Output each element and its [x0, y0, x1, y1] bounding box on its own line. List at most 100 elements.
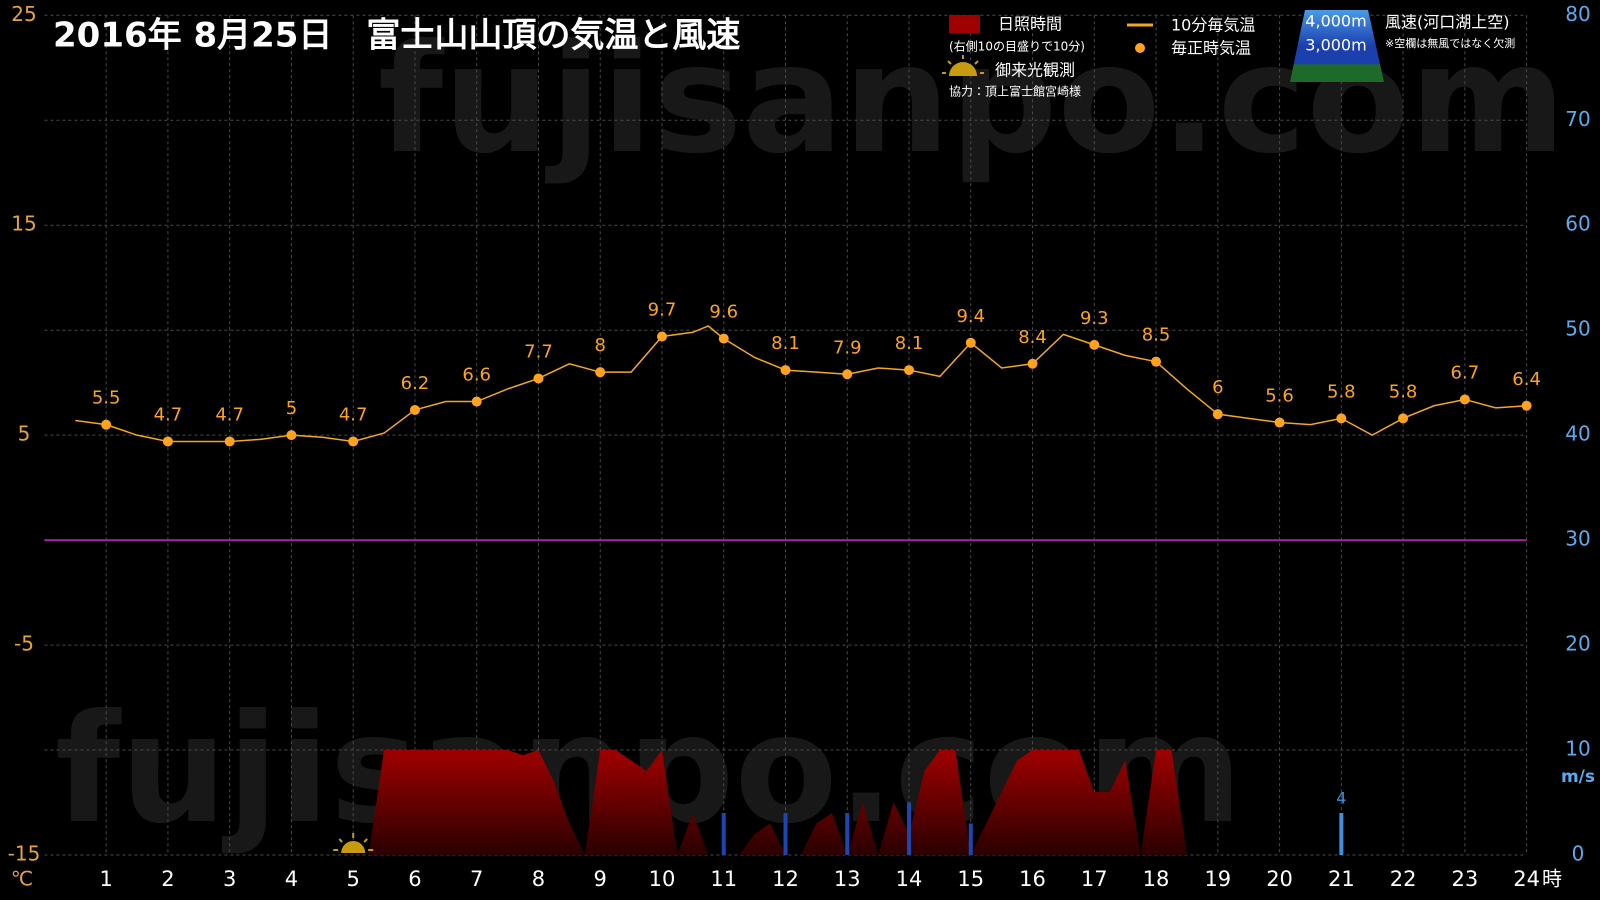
temperature-point	[904, 365, 915, 376]
sunshine-area	[368, 750, 1187, 855]
y2-unit: m/s	[1561, 767, 1595, 787]
x-tick-label: 16	[1019, 867, 1046, 891]
x-tick-label: 23	[1451, 867, 1478, 891]
y2-tick-label: 10	[1565, 737, 1590, 761]
temperature-point	[286, 430, 297, 441]
x-tick-label: 13	[834, 867, 861, 891]
temperature-point	[1274, 417, 1285, 428]
wind-bar	[968, 823, 973, 855]
temperature-point	[162, 436, 173, 447]
data-label: 7.9	[833, 337, 862, 358]
x-tick-label: 24	[1513, 867, 1540, 891]
sunrise-ray	[363, 838, 368, 843]
data-label: 6.7	[1451, 362, 1480, 383]
data-label: 8.1	[895, 333, 924, 354]
temperature-point	[1459, 394, 1470, 405]
y-tick-label: 5	[18, 422, 31, 446]
data-label: 8.1	[771, 333, 800, 354]
y-tick-label: 25	[11, 2, 36, 26]
legend-note: (右側10の目盛りで10分)	[949, 39, 1085, 54]
y2-tick-label: 50	[1565, 317, 1590, 341]
legend-swatch	[1135, 43, 1145, 53]
sunrise-sun	[341, 841, 366, 853]
x-tick-label: 1	[99, 867, 112, 891]
temperature-point	[780, 365, 791, 376]
x-unit: 時	[1542, 867, 1562, 891]
x-tick-label: 10	[649, 867, 676, 891]
x-tick-label: 8	[532, 867, 545, 891]
wind-bar	[845, 813, 850, 855]
temperature-point	[224, 436, 235, 447]
temperature-point	[101, 419, 112, 430]
temperature-point	[965, 337, 976, 348]
temperature-point	[533, 373, 544, 384]
x-tick-label: 12	[772, 867, 799, 891]
x-tick-label: 19	[1204, 867, 1231, 891]
x-tick-label: 18	[1143, 867, 1170, 891]
temperature-point	[1398, 413, 1409, 424]
legend-swatch	[949, 15, 980, 33]
temperature-point	[1521, 400, 1532, 411]
data-label: 4.7	[215, 404, 244, 425]
data-label: 9.4	[956, 306, 985, 327]
legend-mountain	[1290, 10, 1384, 82]
data-label: 5.8	[1389, 381, 1418, 402]
plot-area: 5.5 4.7 4.7 5 4.7 6.2 6.6 7.7 8 9.7 9.6 8.1 7.9 8.1 9.…	[75, 299, 1541, 855]
x-tick-label: 14	[896, 867, 923, 891]
legend-label: 4,000m	[1305, 12, 1366, 31]
data-label: 9.6	[709, 302, 738, 323]
data-label: 9.7	[648, 299, 677, 320]
x-tick-label: 22	[1390, 867, 1417, 891]
temperature-point	[348, 436, 359, 447]
y2-tick-label: 20	[1565, 632, 1590, 656]
legend-label: 3,000m	[1305, 36, 1366, 55]
x-tick-label: 4	[285, 867, 298, 891]
x-tick-label: 3	[223, 867, 236, 891]
temperature-point	[1089, 339, 1100, 350]
data-label: 5.8	[1327, 381, 1356, 402]
sunrise-marker	[333, 833, 374, 853]
y2-tick-label: 80	[1565, 2, 1590, 26]
x-tick-label: 11	[710, 867, 737, 891]
x-tick-label: 21	[1328, 867, 1355, 891]
sunrise-ray	[338, 838, 343, 843]
legend: 2016年 8月25日 富士山山頂の気温と風速 日照時間 (右側10の目盛りで1…	[53, 10, 1515, 99]
credit: 協力：頂上富士館宮崎様	[949, 84, 1081, 99]
temperature-point	[409, 404, 420, 415]
y-tick-label: -5	[14, 632, 34, 656]
x-tick-label: 2	[161, 867, 174, 891]
temperature-point	[842, 369, 853, 380]
temperature-point	[718, 333, 729, 344]
data-label: 4	[1336, 789, 1346, 808]
wind-bar	[1339, 813, 1344, 855]
temperature-point	[1027, 358, 1038, 369]
data-label: 6.4	[1512, 369, 1541, 390]
grid	[44, 14, 1528, 856]
y2-tick-label: 0	[1572, 842, 1585, 866]
legend-note: ※空欄は無風ではなく欠測	[1385, 36, 1515, 50]
x-tick-label: 6	[408, 867, 421, 891]
temperature-point	[471, 396, 482, 407]
y-tick-label: -15	[8, 842, 41, 866]
y2-tick-label: 30	[1565, 527, 1590, 551]
x-tick-label: 9	[594, 867, 607, 891]
data-label: 6.2	[401, 373, 430, 394]
y-unit: ℃	[11, 867, 33, 891]
data-label: 8.5	[1142, 325, 1171, 346]
temperature-point	[1212, 409, 1223, 420]
chart-title: 2016年 8月25日 富士山山頂の気温と風速	[53, 16, 740, 56]
data-label: 4.7	[154, 404, 183, 425]
x-tick-label: 7	[470, 867, 483, 891]
y2-tick-label: 70	[1565, 107, 1590, 131]
wind-bar	[783, 813, 788, 855]
legend-label: 日照時間	[998, 15, 1062, 34]
y-tick-label: 15	[11, 212, 36, 236]
y2-tick-label: 60	[1565, 212, 1590, 236]
data-label: 6.6	[462, 365, 491, 386]
sunrise-icon	[942, 55, 984, 76]
legend-title: 風速(河口湖上空)	[1385, 13, 1510, 32]
x-tick-label: 5	[347, 867, 360, 891]
x-tick-label: 17	[1081, 867, 1108, 891]
data-label: 9.3	[1080, 308, 1109, 329]
